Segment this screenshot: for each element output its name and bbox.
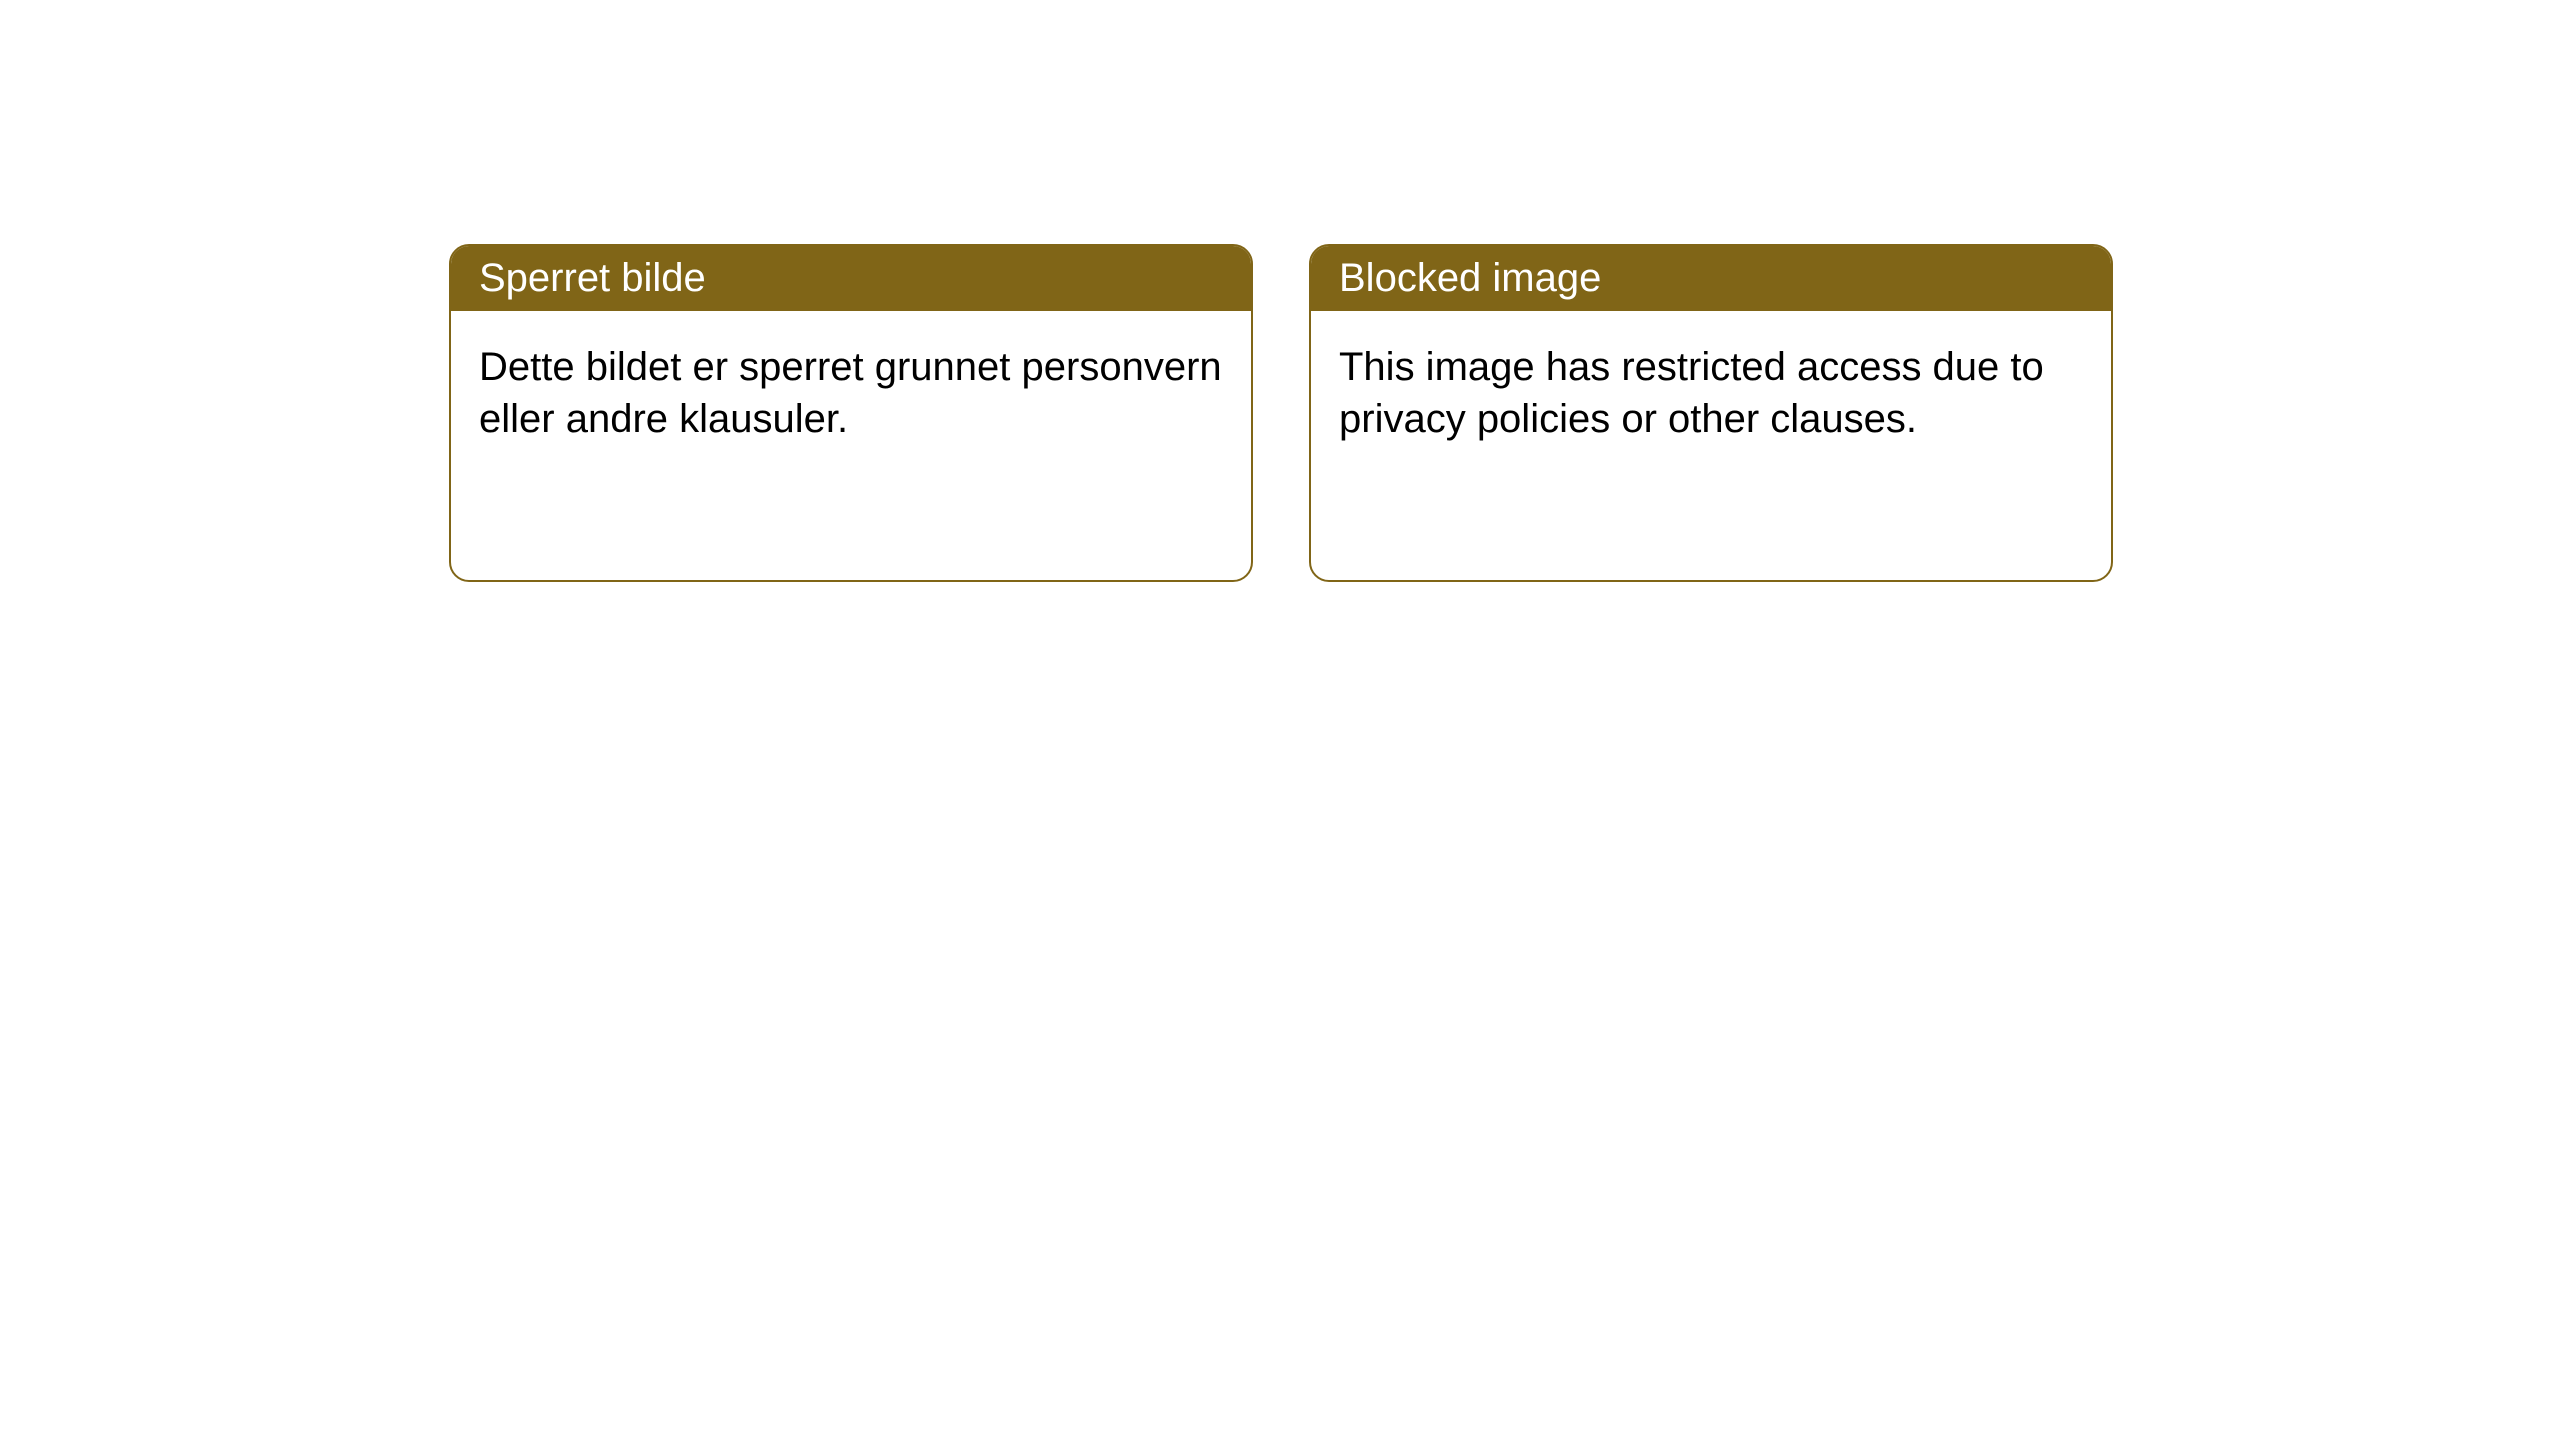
card-body: This image has restricted access due to … — [1311, 311, 2111, 580]
notice-card-english: Blocked image This image has restricted … — [1309, 244, 2113, 582]
notice-container: Sperret bilde Dette bildet er sperret gr… — [0, 0, 2560, 582]
notice-card-norwegian: Sperret bilde Dette bildet er sperret gr… — [449, 244, 1253, 582]
card-body: Dette bildet er sperret grunnet personve… — [451, 311, 1251, 580]
card-title: Sperret bilde — [479, 256, 706, 300]
card-body-text: This image has restricted access due to … — [1339, 345, 2044, 441]
card-body-text: Dette bildet er sperret grunnet personve… — [479, 345, 1222, 441]
card-title: Blocked image — [1339, 256, 1601, 300]
card-header: Blocked image — [1311, 246, 2111, 311]
card-header: Sperret bilde — [451, 246, 1251, 311]
